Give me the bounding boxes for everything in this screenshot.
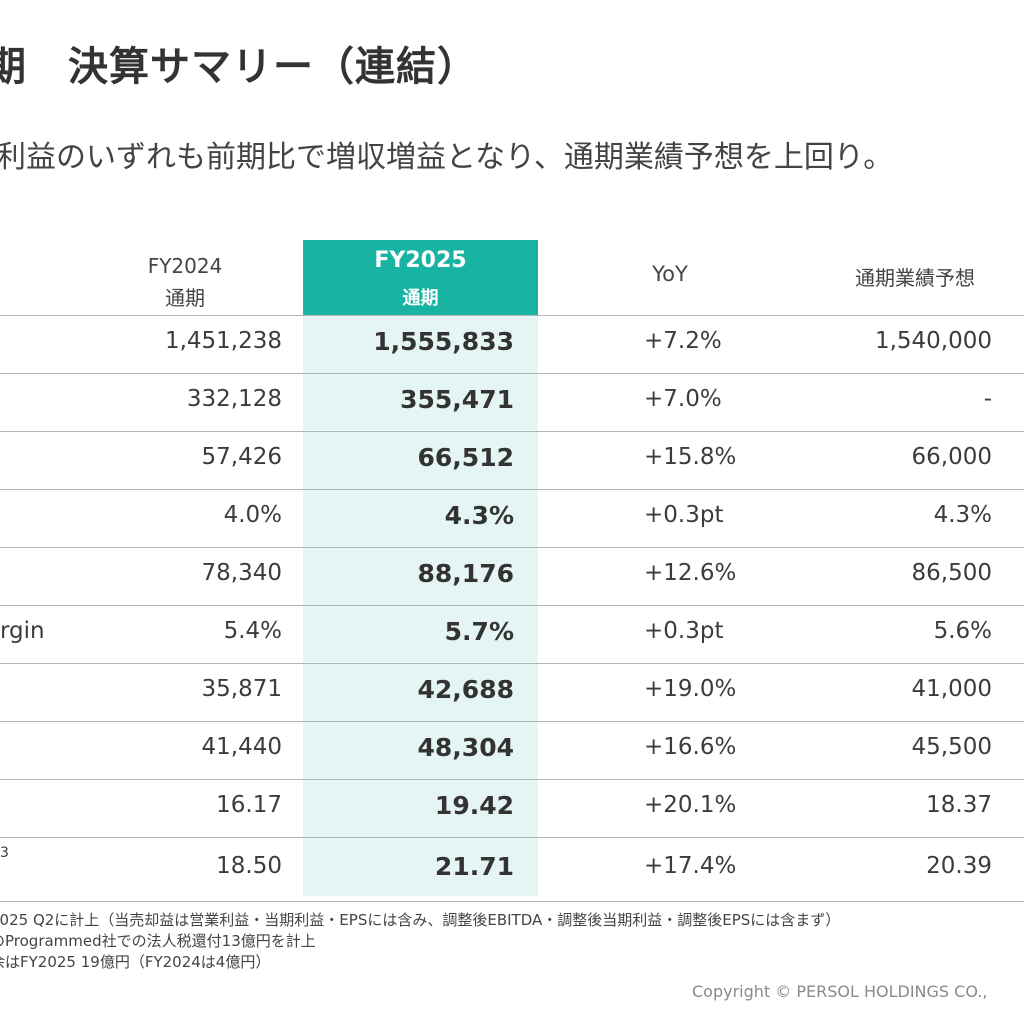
forecast-column-header: 通期業績予想 xyxy=(855,266,975,290)
row-label: rgin xyxy=(0,618,45,644)
yoy-value: +15.8% xyxy=(644,444,737,470)
forecast-value: - xyxy=(983,386,992,412)
fy2025-value: 5.7% xyxy=(444,617,514,646)
footnotes: 2025 Q2に計上（当売却益は営業利益・当期利益・EPSには含み、調整後EBI… xyxy=(0,910,840,973)
fy2025-value: 48,304 xyxy=(417,733,514,762)
yoy-value: +0.3pt xyxy=(644,502,724,528)
row-divider xyxy=(0,547,1024,548)
forecast-value: 66,000 xyxy=(911,444,992,470)
page-subtitle: 利益のいずれも前期比で増収増益となり、通期業績予想を上回り。 xyxy=(0,140,894,175)
yoy-column-header: YoY xyxy=(652,262,688,286)
fy2024-value: 35,871 xyxy=(201,676,282,702)
forecast-value: 18.37 xyxy=(926,792,992,818)
fy2025-value: 19.42 xyxy=(434,791,514,820)
page-title: 期 決算サマリー（連結） xyxy=(0,44,478,90)
footnote-2: のProgrammed社での法人税還付13億円を計上 xyxy=(0,932,316,950)
fy2025-value: 4.3% xyxy=(444,501,514,530)
footnote-1: 2025 Q2に計上（当売却益は営業利益・当期利益・EPSには含み、調整後EBI… xyxy=(0,911,841,929)
fy2024-column-header: FY2024 通期 xyxy=(120,250,250,314)
fy2025-header-period: 通期 xyxy=(402,288,439,309)
row-divider xyxy=(0,373,1024,374)
fy2025-value: 21.71 xyxy=(434,852,514,881)
fy2025-value: 66,512 xyxy=(417,443,514,472)
fy2024-header-year: FY2024 xyxy=(147,254,223,278)
fy2024-value: 18.50 xyxy=(216,853,282,879)
yoy-value: +7.2% xyxy=(644,328,722,354)
fy2024-value: 4.0% xyxy=(223,502,282,528)
row-divider xyxy=(0,605,1024,606)
yoy-value: +7.0% xyxy=(644,386,722,412)
fy2024-value: 78,340 xyxy=(201,560,282,586)
fy2024-value: 5.4% xyxy=(223,618,282,644)
row-divider xyxy=(0,663,1024,664)
fy2024-value: 41,440 xyxy=(201,734,282,760)
row-divider xyxy=(0,721,1024,722)
yoy-value: +20.1% xyxy=(644,792,737,818)
forecast-value: 5.6% xyxy=(933,618,992,644)
fy2025-column-header: FY2025 通期 xyxy=(303,240,538,315)
yoy-value: +16.6% xyxy=(644,734,737,760)
row-label: 3 xyxy=(0,845,9,861)
forecast-value: 86,500 xyxy=(911,560,992,586)
row-divider xyxy=(0,901,1024,902)
fy2025-column-highlight xyxy=(303,240,538,896)
row-divider xyxy=(0,779,1024,780)
fy2025-value: 88,176 xyxy=(417,559,514,588)
fy2025-value: 42,688 xyxy=(417,675,514,704)
forecast-value: 1,540,000 xyxy=(874,328,992,354)
yoy-value: +0.3pt xyxy=(644,618,724,644)
forecast-value: 20.39 xyxy=(926,853,992,879)
row-divider xyxy=(0,489,1024,490)
yoy-value: +17.4% xyxy=(644,853,737,879)
forecast-value: 45,500 xyxy=(911,734,992,760)
fy2024-value: 1,451,238 xyxy=(164,328,282,354)
row-divider xyxy=(0,837,1024,838)
row-divider xyxy=(0,315,1024,316)
footnote-3: 余はFY2025 19億円（FY2024は4億円） xyxy=(0,953,271,971)
yoy-value: +19.0% xyxy=(644,676,737,702)
yoy-value: +12.6% xyxy=(644,560,737,586)
copyright: Copyright © PERSOL HOLDINGS CO., xyxy=(692,982,988,1001)
forecast-value: 4.3% xyxy=(933,502,992,528)
fy2024-value: 16.17 xyxy=(216,792,282,818)
fy2025-value: 355,471 xyxy=(400,385,514,414)
row-divider xyxy=(0,431,1024,432)
fy2025-value: 1,555,833 xyxy=(373,327,514,356)
fy2024-value: 57,426 xyxy=(201,444,282,470)
fy2024-value: 332,128 xyxy=(186,386,282,412)
forecast-value: 41,000 xyxy=(911,676,992,702)
fy2024-header-period: 通期 xyxy=(165,286,205,310)
fy2025-header-year: FY2025 xyxy=(374,248,467,273)
